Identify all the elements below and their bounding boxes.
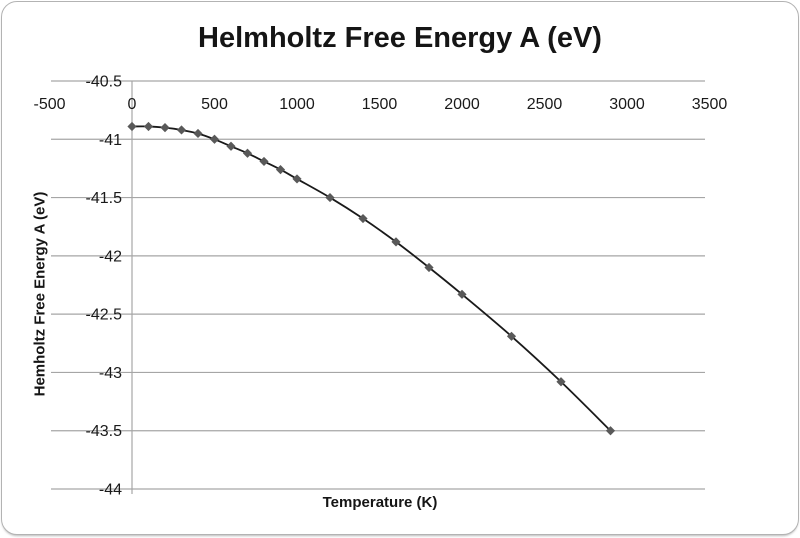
data-series-markers xyxy=(127,121,616,436)
diamond-marker xyxy=(457,289,467,299)
diamond-marker xyxy=(605,426,616,436)
x-tick-label: 500 xyxy=(201,96,228,113)
y-tick-label: -44 xyxy=(99,482,122,499)
x-tick-label: 0 xyxy=(128,96,137,113)
chart-title: Helmholtz Free Energy A (eV) xyxy=(198,22,602,54)
diamond-marker xyxy=(242,148,253,158)
x-axis-title: Temperature (K) xyxy=(322,494,438,511)
diamond-marker xyxy=(275,164,286,175)
y-tick-label: -43 xyxy=(99,365,122,382)
x-tick-label: -500 xyxy=(33,96,65,113)
x-tick-label: 3000 xyxy=(609,96,645,113)
diamond-marker xyxy=(358,213,368,224)
y-tick-label: -43.5 xyxy=(86,423,123,440)
y-tick-label: -42.5 xyxy=(86,307,123,324)
diamond-marker xyxy=(259,156,269,167)
x-tick-label: 1500 xyxy=(362,96,398,113)
diamond-marker xyxy=(391,237,401,247)
y-tick-label: -41 xyxy=(99,132,122,149)
y-tick-label: -42 xyxy=(99,248,122,265)
diamond-marker xyxy=(193,128,203,139)
diamond-marker xyxy=(424,262,434,273)
x-tick-label: 1000 xyxy=(279,96,315,113)
x-tick-label: 2500 xyxy=(527,96,563,113)
diamond-marker xyxy=(556,377,566,387)
diamond-marker xyxy=(226,141,236,151)
diamond-marker xyxy=(127,121,137,132)
diamond-marker xyxy=(292,174,302,184)
diamond-marker xyxy=(506,331,517,341)
y-tick-label: -40.5 xyxy=(86,74,123,91)
data-series-line xyxy=(131,125,612,432)
x-tick-label: 3500 xyxy=(692,96,728,113)
y-tick-labels: -40.5 -41 -41.5 -42 -42.5 -43 -43.5 -44 xyxy=(86,74,123,499)
gridlines xyxy=(51,80,705,490)
diamond-marker xyxy=(160,123,170,133)
diamond-marker xyxy=(143,121,154,132)
diamond-marker xyxy=(325,192,335,203)
x-tick-labels: -500 0 500 1000 1500 2000 2500 3000 3500 xyxy=(33,96,727,113)
diamond-marker xyxy=(209,134,220,144)
y-tick-label: -41.5 xyxy=(86,190,123,207)
diamond-marker xyxy=(176,125,187,135)
x-tick-label: 2000 xyxy=(444,96,480,113)
